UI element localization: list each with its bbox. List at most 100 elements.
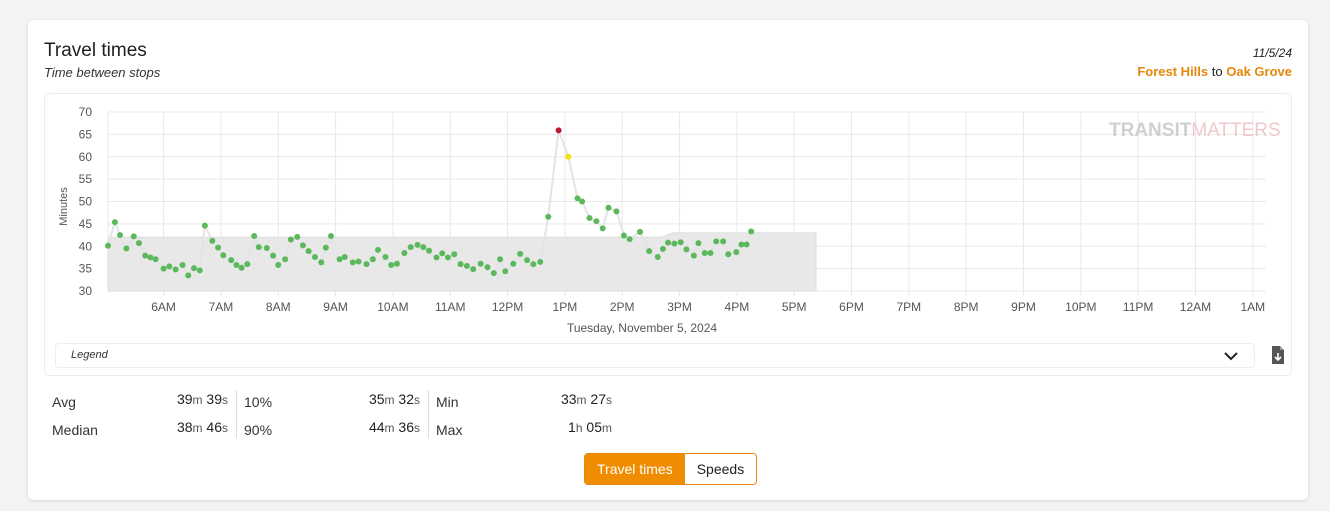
data-point	[671, 240, 678, 247]
data-point	[497, 256, 504, 263]
data-point	[201, 222, 208, 229]
data-point	[414, 241, 421, 248]
data-point	[228, 257, 235, 264]
y-tick-label: 70	[79, 105, 93, 119]
data-point	[701, 249, 708, 256]
stats-divider	[428, 390, 429, 438]
data-point	[451, 251, 458, 258]
transitmatters-watermark: TRANSITMATTERS	[1109, 120, 1281, 141]
data-point	[599, 225, 606, 232]
legend-toggle[interactable]: Legend	[55, 343, 1255, 368]
data-point	[209, 237, 216, 244]
route-to-word: to	[1211, 64, 1223, 79]
data-point	[470, 266, 477, 273]
data-point	[322, 244, 329, 251]
stat-min-value: 33m 27s	[560, 391, 612, 407]
travel-times-card: Travel times Time between stops 11/5/24 …	[28, 20, 1308, 500]
data-point	[190, 265, 197, 272]
data-point	[251, 232, 258, 239]
stats-panel: Avg 39m 39s Median 38m 46s 10% 35m 32s 9…	[44, 386, 644, 442]
stat-avg-value: 39m 39s	[176, 391, 228, 407]
data-point	[517, 250, 524, 257]
data-point	[196, 267, 203, 274]
x-tick-label: 12AM	[1180, 300, 1211, 314]
data-point	[720, 238, 727, 245]
data-point	[725, 251, 732, 258]
data-point	[713, 238, 720, 245]
x-tick-label: 4PM	[725, 300, 750, 314]
data-point	[530, 261, 537, 268]
data-point	[748, 228, 755, 235]
data-point	[579, 198, 586, 205]
data-point	[263, 245, 270, 252]
stat-median-label: Median	[52, 422, 98, 438]
watermark-part-1: TRANSIT	[1109, 120, 1192, 141]
data-point	[733, 249, 740, 256]
data-point	[593, 218, 600, 225]
data-point	[147, 254, 154, 261]
data-point	[659, 245, 666, 252]
data-point	[172, 266, 179, 273]
x-tick-label: 9AM	[323, 300, 348, 314]
y-tick-label: 55	[79, 172, 93, 186]
data-point	[179, 262, 186, 269]
data-point	[636, 228, 643, 235]
data-point	[375, 246, 382, 253]
stat-p90-value: 44m 36s	[368, 419, 420, 435]
y-tick-label: 40	[79, 239, 93, 253]
stats-divider	[236, 390, 237, 438]
data-point	[444, 254, 451, 261]
data-point	[220, 252, 227, 259]
data-point	[123, 245, 130, 252]
data-point	[743, 241, 750, 248]
data-point	[142, 252, 149, 259]
destination-stop: Oak Grove	[1226, 64, 1292, 79]
data-point	[613, 208, 620, 215]
data-point	[545, 213, 552, 220]
data-point	[433, 254, 440, 261]
x-tick-label: 2PM	[610, 300, 635, 314]
data-point	[426, 247, 433, 254]
data-point	[311, 253, 318, 260]
y-tick-label: 60	[79, 150, 93, 164]
data-point	[646, 248, 653, 255]
origin-stop: Forest Hills	[1137, 64, 1209, 79]
data-point	[463, 262, 470, 269]
data-point	[287, 236, 294, 243]
data-point	[738, 241, 745, 248]
data-point	[238, 264, 245, 271]
stat-median-value: 38m 46s	[176, 419, 228, 435]
data-point	[665, 239, 672, 246]
data-point	[490, 270, 497, 277]
x-tick-label: 5PM	[782, 300, 807, 314]
data-point	[626, 236, 633, 243]
data-point	[355, 258, 362, 265]
data-point	[369, 256, 376, 263]
stat-p10-value: 35m 32s	[368, 391, 420, 407]
data-point	[457, 261, 464, 268]
date-label: 11/5/24	[1252, 46, 1292, 60]
x-tick-label: 7AM	[209, 300, 234, 314]
x-tick-label: 7PM	[897, 300, 922, 314]
travel-times-button[interactable]: Travel times	[585, 454, 685, 484]
stat-p90-label: 90%	[244, 422, 273, 438]
stat-max-label: Max	[436, 422, 463, 438]
y-tick-label: 30	[79, 284, 93, 298]
download-file-icon[interactable]	[1270, 345, 1286, 365]
y-axis-title: Minutes	[58, 187, 70, 226]
data-point	[555, 127, 562, 134]
data-point	[586, 215, 593, 222]
x-axis-title: Tuesday, November 5, 2024	[567, 321, 717, 335]
stat-max-value: 1h 05m	[568, 419, 612, 435]
data-point	[510, 260, 517, 267]
x-tick-label: 10PM	[1065, 300, 1096, 314]
data-point	[363, 261, 370, 268]
chevron-down-icon[interactable]	[1222, 347, 1240, 365]
data-point	[477, 260, 484, 267]
x-tick-label: 6AM	[151, 300, 176, 314]
speeds-button[interactable]: Speeds	[684, 454, 757, 484]
data-point	[605, 204, 612, 211]
data-point	[275, 262, 282, 269]
x-tick-label: 1AM	[1240, 300, 1265, 314]
y-tick-label: 35	[79, 262, 93, 276]
